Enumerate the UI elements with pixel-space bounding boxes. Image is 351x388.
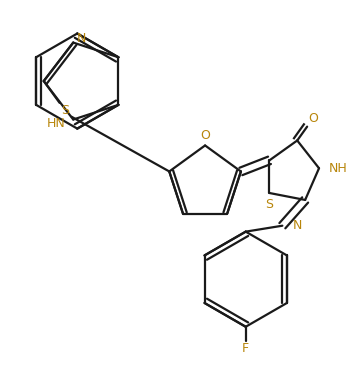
Text: S: S	[265, 198, 273, 211]
Text: O: O	[200, 129, 210, 142]
Text: F: F	[242, 342, 249, 355]
Text: NH: NH	[329, 162, 348, 175]
Text: S: S	[61, 104, 69, 117]
Text: N: N	[292, 219, 302, 232]
Text: N: N	[77, 32, 86, 45]
Text: HN: HN	[47, 117, 65, 130]
Text: O: O	[308, 112, 318, 125]
